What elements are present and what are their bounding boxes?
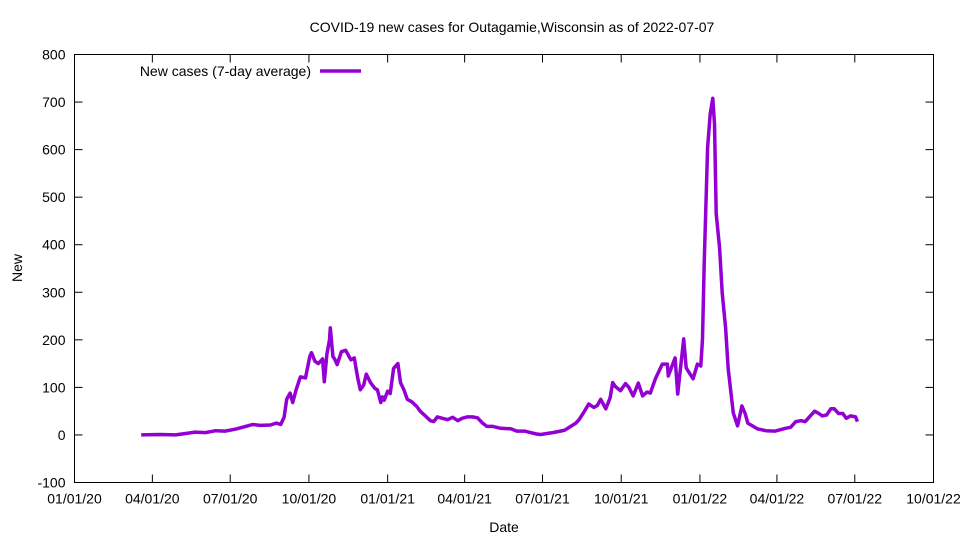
x-tick-label: 10/01/22 <box>906 491 960 507</box>
x-tick-label: 07/01/22 <box>828 491 883 507</box>
x-tick-label: 10/01/20 <box>282 491 337 507</box>
chart-title: COVID-19 new cases for Outagamie,Wiscons… <box>310 19 715 35</box>
y-tick-label: 700 <box>42 94 66 110</box>
x-tick-label: 04/01/20 <box>125 491 180 507</box>
y-tick-label: 500 <box>42 189 66 205</box>
y-axis-label: New <box>9 253 25 282</box>
y-tick-label: 400 <box>42 237 66 253</box>
y-tick-label: 300 <box>42 284 66 300</box>
x-axis: 01/01/20 04/01/20 07/01/20 10/01/20 01/01/21… <box>47 54 960 507</box>
legend-label: New cases (7-day average) <box>140 63 311 79</box>
y-tick-label: 600 <box>42 142 66 158</box>
x-tick-label: 07/01/21 <box>515 491 570 507</box>
y-tick-label: 0 <box>58 427 66 443</box>
x-tick-label: 04/01/21 <box>437 491 492 507</box>
x-tick-label: 10/01/21 <box>594 491 649 507</box>
x-tick-label: 01/01/21 <box>360 491 415 507</box>
y-tick-label: -100 <box>37 475 65 491</box>
x-tick-label: 01/01/22 <box>673 491 728 507</box>
y-tick-label: 100 <box>42 379 66 395</box>
series-line <box>141 96 860 437</box>
series-lines <box>141 96 860 437</box>
y-tick-label: 200 <box>42 332 66 348</box>
x-tick-label: 04/01/22 <box>750 491 805 507</box>
y-tick-label: 800 <box>42 47 66 63</box>
legend: New cases (7-day average) <box>140 63 361 79</box>
plot-border <box>74 54 934 483</box>
x-tick-label: 07/01/20 <box>203 491 258 507</box>
x-axis-label: Date <box>489 519 519 535</box>
x-tick-label: 01/01/20 <box>47 491 102 507</box>
y-axis: -100 0 100 200 300 400 500 600 700 800 <box>37 47 934 491</box>
